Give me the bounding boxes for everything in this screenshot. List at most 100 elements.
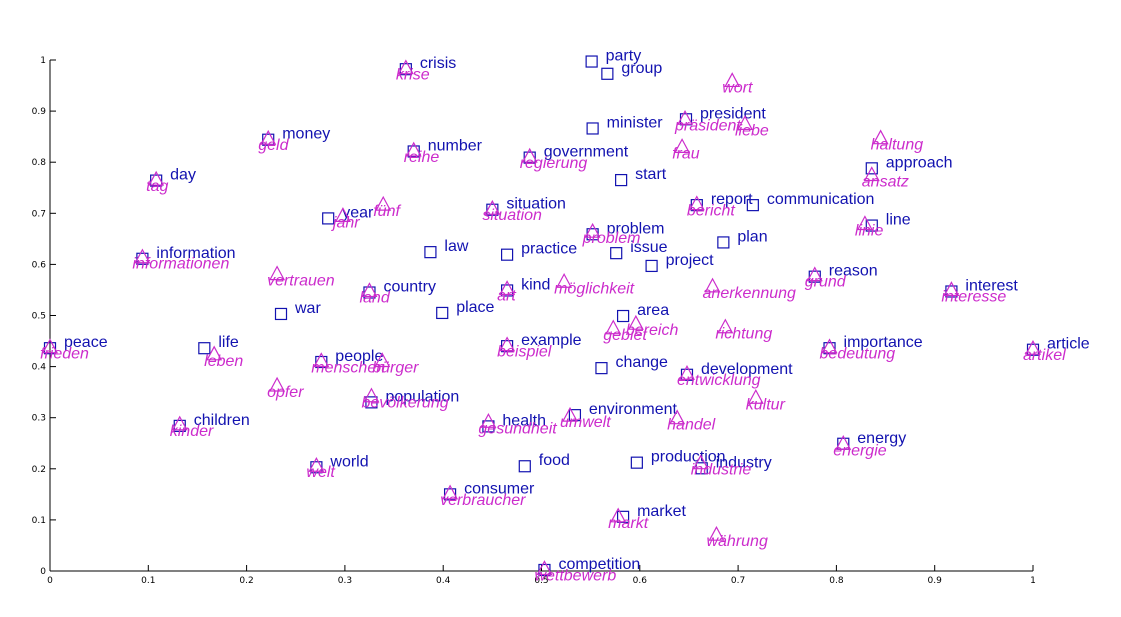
triangle-marker xyxy=(806,266,823,282)
triangle-marker xyxy=(677,109,694,125)
german-point: art xyxy=(497,280,516,304)
triangle-marker xyxy=(499,336,516,352)
y-tick-label: 0.4 xyxy=(32,363,47,373)
triangle-marker xyxy=(397,59,414,75)
english-point: year xyxy=(322,204,374,225)
square-marker xyxy=(601,67,614,80)
german-point: bericht xyxy=(687,195,735,220)
square-marker xyxy=(365,396,378,409)
german-label: gebiet xyxy=(603,327,647,344)
triangle-marker xyxy=(442,484,459,500)
triangle-marker xyxy=(692,454,709,470)
english-point: group xyxy=(601,60,662,80)
english-label: day xyxy=(170,167,196,184)
english-point: money xyxy=(262,126,330,146)
square-marker xyxy=(586,122,599,135)
triangle-marker xyxy=(536,560,553,576)
german-point: präsident xyxy=(674,109,741,134)
german-point: handel xyxy=(667,409,716,434)
square-marker xyxy=(1026,343,1040,356)
square-marker xyxy=(518,460,531,473)
english-point: start xyxy=(615,166,667,187)
german-label: energie xyxy=(833,442,886,459)
german-point: fünf xyxy=(373,195,401,220)
english-point: importance xyxy=(823,334,923,355)
triangle-marker xyxy=(363,387,380,403)
english-point: health xyxy=(482,412,546,433)
english-label: report xyxy=(711,191,753,208)
german-point: linie xyxy=(855,215,883,240)
german-point: land xyxy=(359,282,391,306)
german-point: entwicklung xyxy=(677,364,761,389)
triangle-marker xyxy=(308,456,325,472)
triangle-marker xyxy=(556,272,573,288)
triangle-marker xyxy=(480,413,497,428)
german-label: interesse xyxy=(941,288,1006,305)
triangle-marker xyxy=(863,166,880,182)
german-point: liebe xyxy=(735,115,769,139)
triangle-marker xyxy=(269,265,286,281)
german-point: beispiel xyxy=(497,336,552,361)
square-marker xyxy=(436,306,449,320)
square-marker xyxy=(523,151,536,164)
triangle-marker xyxy=(134,248,151,264)
x-tick-label: 1 xyxy=(1030,576,1036,586)
triangle-marker xyxy=(747,388,764,404)
english-label: year xyxy=(342,204,374,221)
german-label: kultur xyxy=(746,396,786,413)
y-tick-label: 0.5 xyxy=(32,312,46,322)
german-point: bevölkerung xyxy=(361,387,449,412)
english-label: children xyxy=(194,412,250,429)
square-marker xyxy=(322,212,335,225)
triangle-marker xyxy=(872,129,889,145)
german-point: ansatz xyxy=(862,166,909,190)
square-marker xyxy=(690,199,703,212)
square-marker xyxy=(315,355,328,369)
triangle-marker xyxy=(1024,339,1042,355)
x-tick-label: 0.8 xyxy=(829,576,844,586)
triangle-marker xyxy=(605,319,622,335)
german-label: opfer xyxy=(267,384,304,401)
english-label: importance xyxy=(844,334,923,351)
german-point: kinder xyxy=(170,415,214,440)
german-point: leben xyxy=(204,345,243,370)
square-marker xyxy=(538,563,551,577)
square-marker xyxy=(43,342,57,355)
english-label: area xyxy=(637,302,669,319)
english-point: communication xyxy=(746,191,874,212)
square-marker xyxy=(865,219,878,232)
english-point: article xyxy=(1026,336,1090,356)
english-label: place xyxy=(456,299,494,316)
german-point: frieden xyxy=(40,338,89,363)
german-point: gesundheit xyxy=(478,413,557,437)
german-label: bürger xyxy=(372,359,419,376)
german-point: bereich xyxy=(626,314,678,339)
english-label: situation xyxy=(506,196,566,213)
german-label: beispiel xyxy=(497,344,552,361)
english-point: government xyxy=(523,144,629,164)
german-label: fünf xyxy=(373,203,401,220)
english-point: area xyxy=(616,302,669,323)
triangle-marker xyxy=(943,281,960,297)
english-label: consumer xyxy=(464,480,535,497)
triangle-marker xyxy=(856,215,873,231)
y-tick-label: 0.7 xyxy=(32,209,46,219)
german-label: möglichkeit xyxy=(554,280,635,297)
german-point: opfer xyxy=(267,376,304,401)
english-label: industry xyxy=(716,454,772,471)
triangle-marker xyxy=(736,115,753,130)
german-label: krise xyxy=(396,67,430,84)
english-point: population xyxy=(365,388,459,409)
square-marker xyxy=(616,309,630,323)
triangle-marker xyxy=(361,282,378,298)
triangle-marker xyxy=(627,314,644,330)
german-point: jahr xyxy=(331,207,360,231)
german-point: möglichkeit xyxy=(554,272,635,297)
english-label: project xyxy=(666,252,715,269)
y-tick-label: 0.2 xyxy=(32,465,46,475)
square-marker xyxy=(717,236,730,249)
english-point: competition xyxy=(538,556,640,577)
english-point: people xyxy=(315,348,383,369)
english-point: plan xyxy=(717,228,768,249)
